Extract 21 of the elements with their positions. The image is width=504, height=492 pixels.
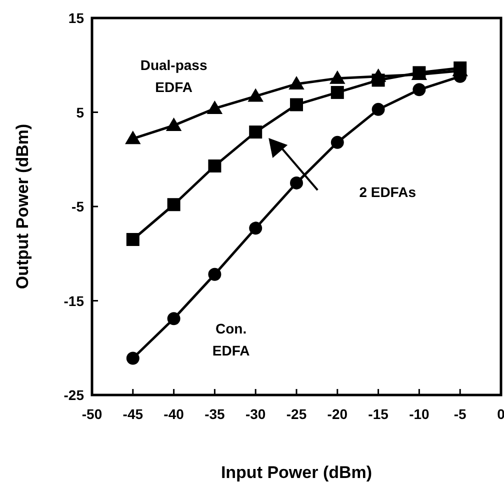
x-tick-label: -20 [327, 406, 348, 422]
y-tick-label: 15 [68, 10, 84, 26]
x-tick-label: -50 [82, 406, 102, 422]
x-tick-label: 0 [497, 406, 504, 422]
x-tick-label: -35 [204, 406, 226, 422]
y-tick-label: -25 [64, 387, 84, 403]
x-tick-label: -30 [245, 406, 266, 422]
x-tick-label: -10 [409, 406, 430, 422]
x-tick-label: -40 [164, 406, 184, 422]
x-tick-label: -25 [286, 406, 307, 422]
x-tick-label: -5 [454, 406, 467, 422]
y-tick-label: -15 [64, 292, 84, 309]
x-tick-label: -45 [122, 406, 144, 422]
y-axis-title: Output Power (dBm) [13, 124, 32, 290]
y-tick-label: -5 [72, 198, 84, 214]
annotation: 2 EDFAs [359, 184, 416, 200]
y-tick-label: 5 [76, 104, 84, 120]
series-label: Dual-pass EDFA [140, 56, 208, 95]
x-axis-title: Input Power (dBm) [220, 463, 372, 482]
x-tick-label: -15 [368, 406, 389, 422]
text: Con. EDFA [212, 320, 250, 359]
